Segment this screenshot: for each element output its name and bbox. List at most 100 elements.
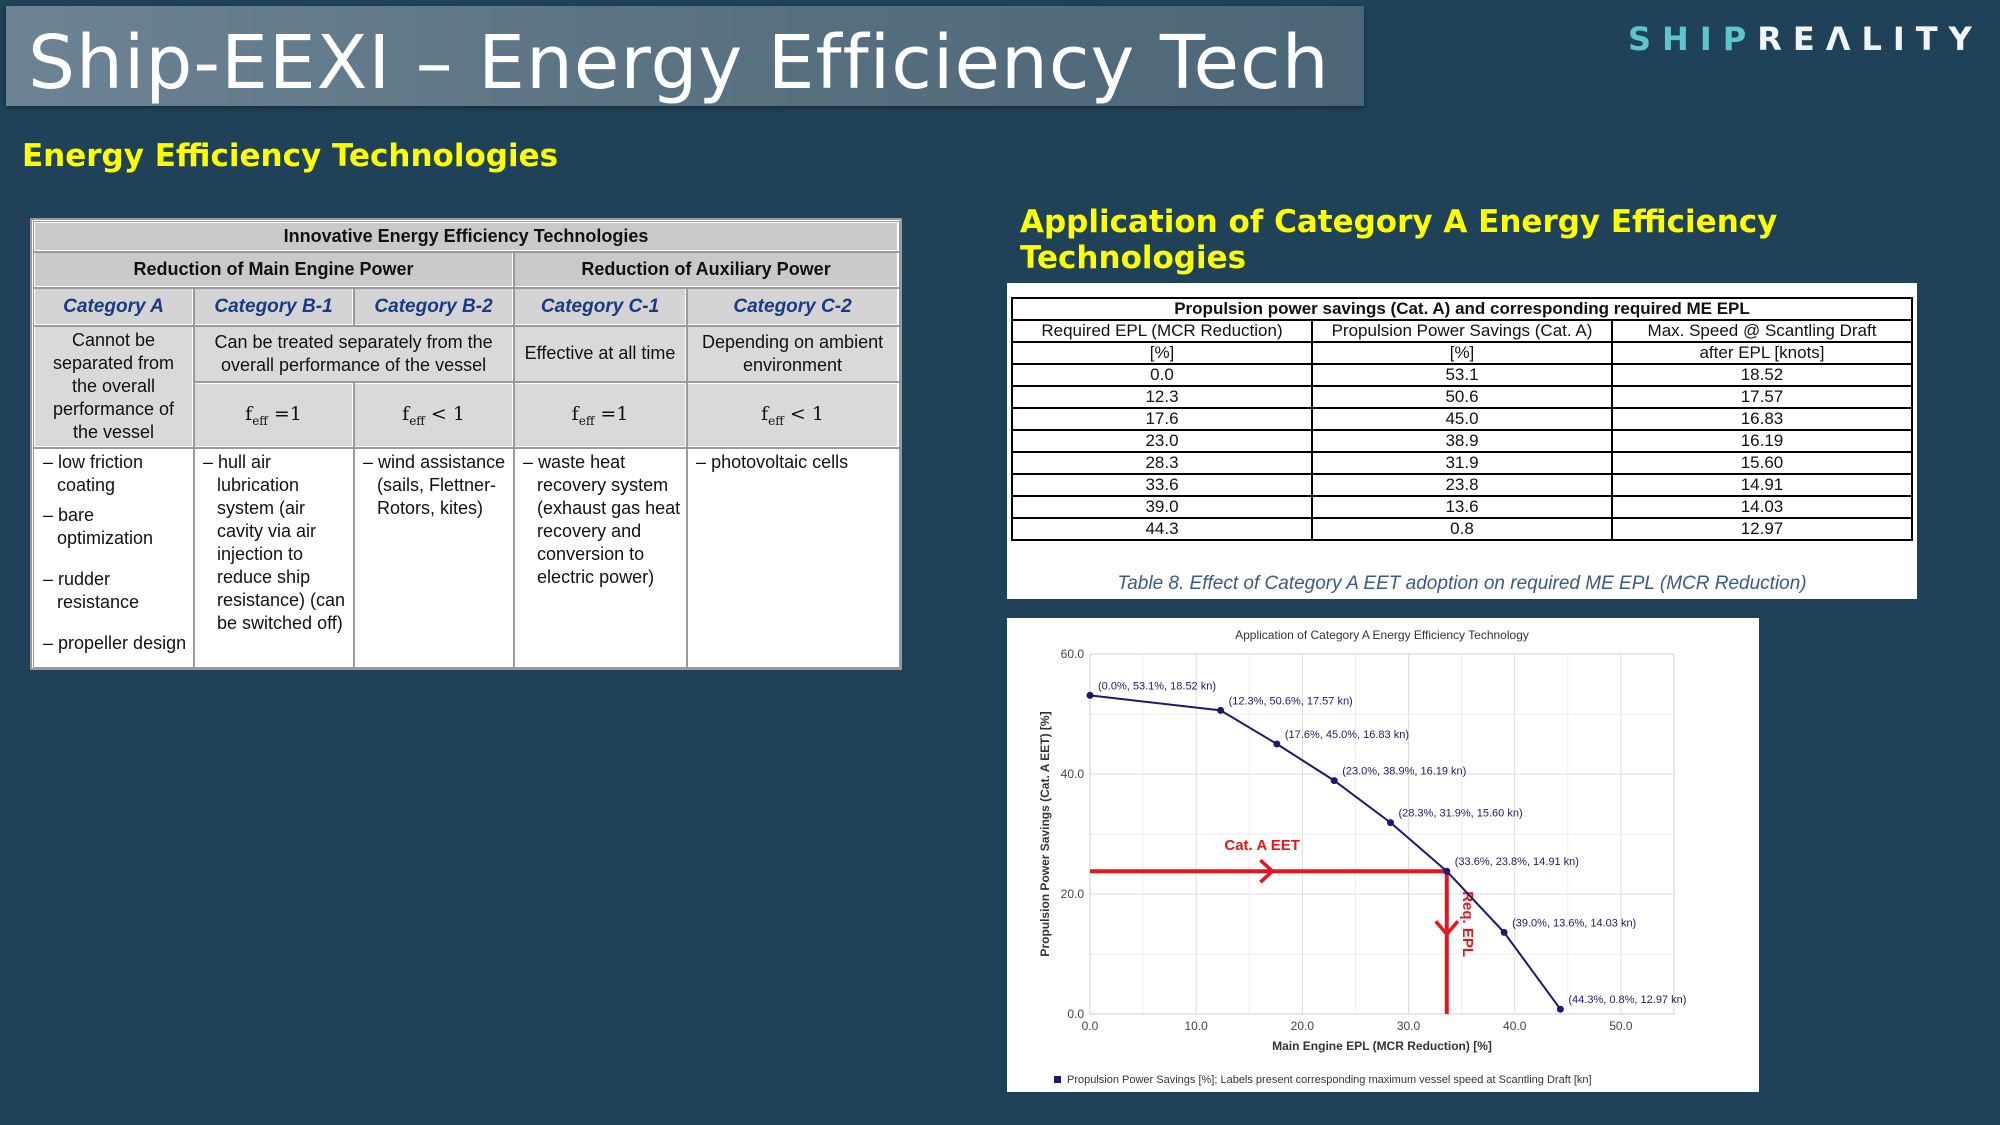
table-row: 0.0 53.1 18.52 xyxy=(1011,363,1913,387)
table-cell: 50.6 xyxy=(1311,385,1613,409)
table-cell: 33.6 xyxy=(1011,473,1313,497)
eet-table-title: Innovative Energy Efficiency Technologie… xyxy=(32,220,900,253)
table-cell: 13.6 xyxy=(1311,495,1613,519)
table-row: 28.3 31.9 15.60 xyxy=(1011,451,1913,475)
application-title: Application of Category A Energy Efficie… xyxy=(1020,204,1778,276)
feff-c1: feff =1 xyxy=(512,380,689,450)
data-point xyxy=(1500,928,1508,936)
x-tick-label: 0.0 xyxy=(1082,1019,1099,1033)
category-b1: Category B-1 xyxy=(192,286,356,327)
data-table: Propulsion power savings (Cat. A) and co… xyxy=(1011,297,1913,541)
table-row: 17.6 45.0 16.83 xyxy=(1011,407,1913,431)
items-category-c2: photovoltaic cells xyxy=(685,446,900,668)
group-auxiliary: Reduction of Auxiliary Power xyxy=(512,250,900,289)
series-line xyxy=(1089,694,1562,1010)
table-cell: 14.03 xyxy=(1611,495,1913,519)
feff-symbol: f xyxy=(245,402,253,425)
x-tick-label: 30.0 xyxy=(1397,1019,1421,1033)
x-tick-label: 10.0 xyxy=(1185,1019,1209,1033)
section-subtitle: Energy Efficiency Technologies xyxy=(22,138,559,174)
table-cell: 16.83 xyxy=(1611,407,1913,431)
feff-b1: feff =1 xyxy=(192,380,356,450)
y-tick-label: 0.0 xyxy=(1067,1007,1084,1021)
feff-symbol: f xyxy=(402,402,410,425)
feff-subscript: eff xyxy=(768,413,784,428)
items-category-c1: waste heat recovery system (exhaust gas … xyxy=(512,446,689,668)
feff-subscript: eff xyxy=(578,413,595,428)
column-header: Required EPL (MCR Reduction) xyxy=(1011,319,1313,343)
data-table-panel: Propulsion power savings (Cat. A) and co… xyxy=(1007,283,1917,599)
list-item: photovoltaic cells xyxy=(692,451,893,474)
list-item: wind assistance (sails, Flettner-Rotors,… xyxy=(359,451,508,520)
list-item: low friction coating xyxy=(39,451,188,497)
column-header: Max. Speed @ Scantling Draft xyxy=(1611,319,1913,343)
items-category-b1: hull air lubrication system (air cavity … xyxy=(192,446,356,668)
table-cell: 0.0 xyxy=(1011,363,1313,387)
line-chart: Application of Category A Energy Efficie… xyxy=(1038,628,1686,1086)
table-cell: 23.8 xyxy=(1311,473,1613,497)
chart-title: Application of Category A Energy Efficie… xyxy=(1235,628,1529,642)
table-cell: 45.0 xyxy=(1311,407,1613,431)
column-header: Propulsion Power Savings (Cat. A) xyxy=(1311,319,1613,343)
table-caption: Table 8. Effect of Category A EET adopti… xyxy=(1117,573,1807,594)
desc-category-c2: Depending on ambient environment xyxy=(685,324,900,384)
data-label: (39.0%, 13.6%, 14.03 kn) xyxy=(1512,917,1636,929)
chart-panel: Application of Category A Energy Efficie… xyxy=(1007,618,1759,1092)
feff-subscript: eff xyxy=(409,413,425,428)
feff-subscript: eff xyxy=(252,413,268,428)
group-main-engine: Reduction of Main Engine Power xyxy=(31,250,516,289)
y-tick-label: 60.0 xyxy=(1061,647,1085,661)
data-label: (23.0%, 38.9%, 16.19 kn) xyxy=(1342,766,1466,778)
data-point xyxy=(1330,777,1338,785)
y-tick-label: 20.0 xyxy=(1061,887,1085,901)
data-point xyxy=(1217,706,1225,714)
data-point xyxy=(1556,1005,1564,1013)
data-label: (44.3%, 0.8%, 12.97 kn) xyxy=(1568,994,1686,1006)
table-cell: 0.8 xyxy=(1311,517,1613,541)
column-unit: after EPL [knots] xyxy=(1611,341,1913,365)
feff-symbol: f xyxy=(761,402,769,425)
x-axis-label: Main Engine EPL (MCR Reduction) [%] xyxy=(1272,1039,1492,1053)
table-cell: 44.3 xyxy=(1011,517,1313,541)
list-item: propeller design xyxy=(39,632,188,655)
table-cell: 17.6 xyxy=(1011,407,1313,431)
table-cell: 53.1 xyxy=(1311,363,1613,387)
brand-logo: SHIPREΛLITY xyxy=(1628,20,1983,60)
cat-a-annotation: Cat. A EET xyxy=(1224,837,1300,854)
legend-marker xyxy=(1054,1076,1061,1083)
table-cell: 12.97 xyxy=(1611,517,1913,541)
x-tick-label: 40.0 xyxy=(1503,1019,1527,1033)
cat-a-arrowhead xyxy=(1259,858,1275,884)
table-row: 33.6 23.8 14.91 xyxy=(1011,473,1913,497)
logo-part-ship: SHIP xyxy=(1628,20,1758,58)
eet-table: Innovative Energy Efficiency Technologie… xyxy=(30,218,902,670)
table-cell: 12.3 xyxy=(1011,385,1313,409)
data-table-title: Propulsion power savings (Cat. A) and co… xyxy=(1011,297,1913,321)
feff-value: < 1 xyxy=(430,402,465,425)
feff-value: < 1 xyxy=(789,402,824,425)
table-cell: 28.3 xyxy=(1011,451,1313,475)
req-epl-annotation: Req. EPL xyxy=(1459,891,1476,957)
list-item: hull air lubrication system (air cavity … xyxy=(199,451,348,635)
y-axis-label: Propulsion Power Savings (Cat. A EET) [%… xyxy=(1038,711,1052,956)
column-unit: [%] xyxy=(1311,341,1613,365)
plot-area xyxy=(1089,653,1675,1015)
title-bar: Ship-EEXI – Energy Efficiency Tech xyxy=(6,6,1364,106)
data-label: (33.6%, 23.8%, 14.91 kn) xyxy=(1455,856,1579,868)
table-cell: 18.52 xyxy=(1611,363,1913,387)
list-item: waste heat recovery system (exhaust gas … xyxy=(519,451,681,589)
x-tick-label: 50.0 xyxy=(1609,1019,1633,1033)
items-category-a: low friction coating bare optimization r… xyxy=(31,446,196,668)
table-row: 23.0 38.9 16.19 xyxy=(1011,429,1913,453)
table-cell: 16.19 xyxy=(1611,429,1913,453)
feff-symbol: f xyxy=(571,402,579,425)
table-row: 44.3 0.8 12.97 xyxy=(1011,517,1913,541)
logo-part-reality: REΛLITY xyxy=(1757,20,1983,58)
data-label: (28.3%, 31.9%, 15.60 kn) xyxy=(1398,808,1522,820)
category-c1: Category C-1 xyxy=(512,286,689,327)
data-label: (17.6%, 45.0%, 16.83 kn) xyxy=(1285,729,1409,741)
desc-category-c1: Effective at all time xyxy=(512,324,689,384)
page-title: Ship-EEXI – Energy Efficiency Tech xyxy=(28,20,1330,106)
feff-b2: feff < 1 xyxy=(352,380,516,450)
table-cell: 17.57 xyxy=(1611,385,1913,409)
